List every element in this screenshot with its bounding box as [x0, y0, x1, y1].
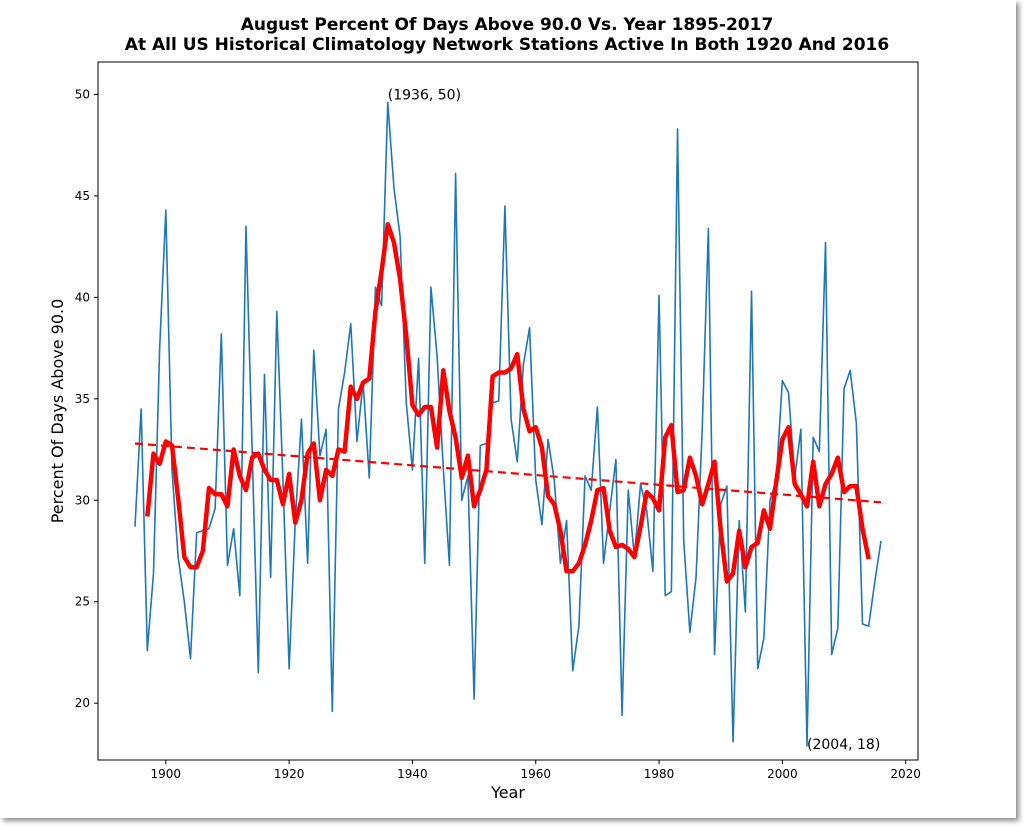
- x-tick-label: 1920: [274, 767, 305, 781]
- x-tick-label: 2020: [890, 767, 921, 781]
- chart-title: August Percent Of Days Above 90.0 Vs. Ye…: [241, 15, 774, 35]
- y-tick-label: 20: [75, 696, 90, 710]
- observed-series-line: [134, 101, 882, 747]
- x-axis-label: Year: [490, 783, 525, 802]
- annotation-label: (1936, 50): [388, 87, 461, 103]
- annotation-label: (2004, 18): [807, 737, 880, 753]
- x-tick-label: 1960: [520, 767, 551, 781]
- y-tick-label: 45: [75, 189, 90, 203]
- y-tick-label: 25: [75, 595, 90, 609]
- y-tick-label: 35: [75, 392, 90, 406]
- moving-average-line: [145, 222, 871, 584]
- x-tick-label: 1940: [397, 767, 428, 781]
- chart-subtitle: At All US Historical Climatology Network…: [125, 35, 889, 55]
- x-axis: 1900 1920 1940 1960 1980 2000 2020: [151, 760, 921, 781]
- trend-line: [134, 442, 882, 504]
- annotation-layer: (1936, 50) (2004, 18): [388, 87, 881, 752]
- series-layer: [134, 101, 882, 747]
- y-axis-label: Percent Of Days Above 90.0: [48, 299, 67, 524]
- y-tick-label: 30: [75, 493, 90, 507]
- y-tick-label: 40: [75, 290, 90, 304]
- x-tick-label: 1980: [644, 767, 675, 781]
- plot-area: [97, 61, 919, 761]
- y-axis: 20 25 30 35 40 45 50: [75, 87, 98, 710]
- x-tick-label: 1900: [151, 767, 182, 781]
- x-tick-label: 2000: [767, 767, 798, 781]
- y-tick-label: 50: [75, 87, 90, 101]
